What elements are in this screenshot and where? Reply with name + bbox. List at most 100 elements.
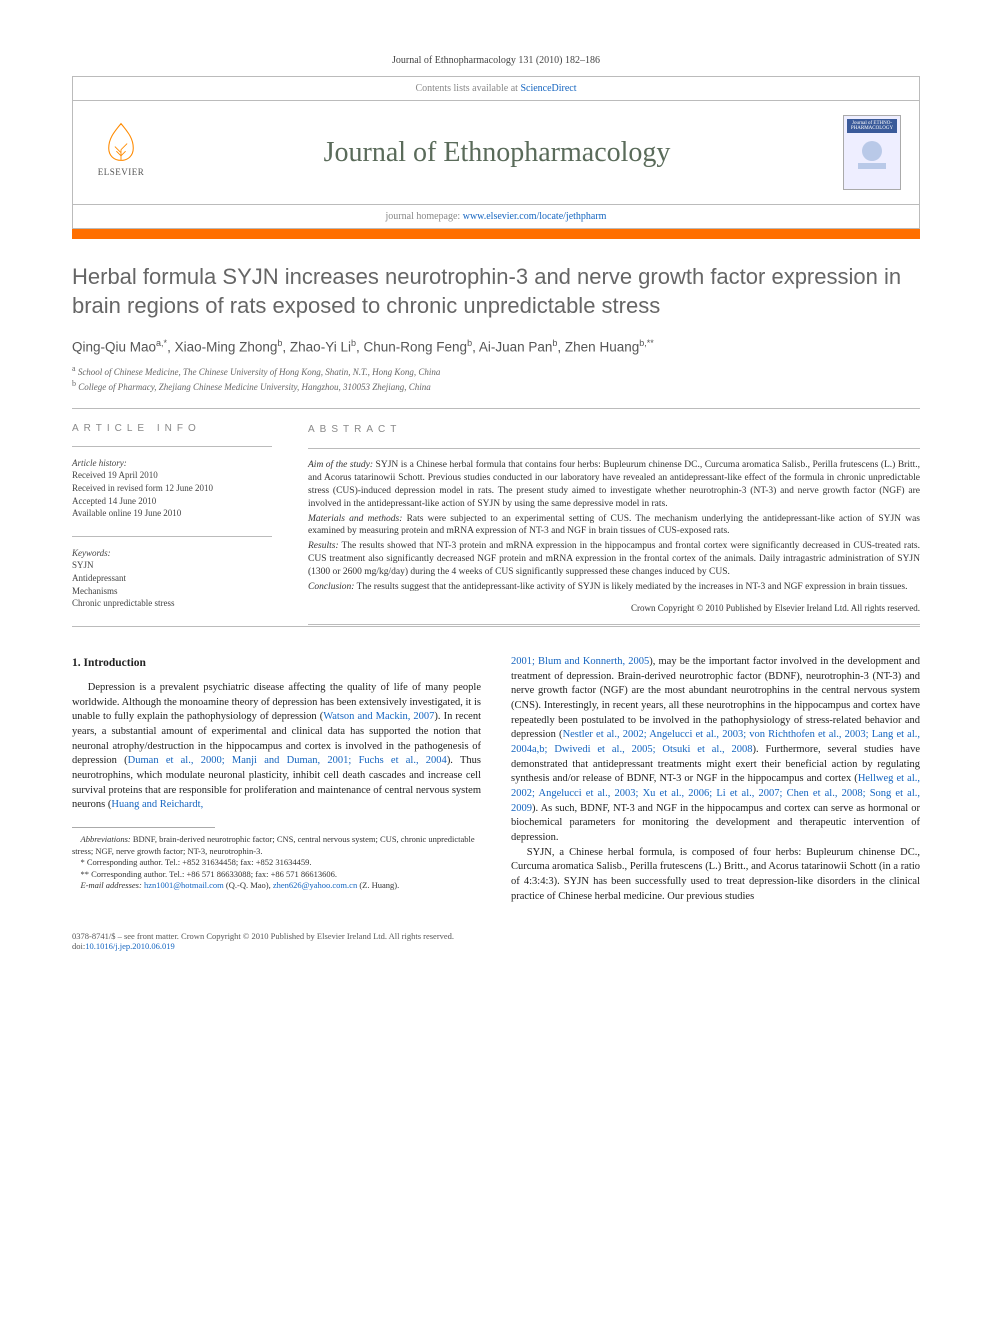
footnote-corresp2: ** Corresponding author. Tel.: +86 571 8… [72,869,481,880]
body-paragraph: SYJN, a Chinese herbal formula, is compo… [511,846,920,905]
abstract-column: ABSTRACT Aim of the study: SYJN is a Chi… [308,423,920,626]
footer-issn: 0378-8741/$ – see front matter. Crown Co… [72,931,920,941]
email-who: (Q.-Q. Mao), [224,880,273,890]
abstract-copyright: Crown Copyright © 2010 Published by Else… [308,602,920,614]
history-item: Received 19 April 2010 [72,469,272,482]
authors-line: Qing-Qiu Maoa,*, Xiao-Ming Zhongb, Zhao-… [72,338,920,355]
author-aff: a,* [156,338,167,348]
homepage-prefix: journal homepage: [386,211,463,222]
footnote-corresp1: * Corresponding author. Tel.: +852 31634… [72,857,481,868]
abstract-aim: Aim of the study: SYJN is a Chinese herb… [308,459,920,510]
divider [308,448,920,449]
divider [72,408,920,409]
footer-doi: doi:10.1016/j.jep.2010.06.019 [72,941,920,951]
author: Qing-Qiu Mao [72,340,156,355]
divider [72,626,920,627]
abs-aim-label: Aim of the study: [308,460,373,470]
keyword: Mechanisms [72,585,272,598]
divider [72,536,272,537]
keyword: SYJN [72,559,272,572]
abs-res-label: Results: [308,541,339,551]
citation-link[interactable]: 2001; Blum and Konnerth, 2005 [511,656,649,667]
doi-link[interactable]: 10.1016/j.jep.2010.06.019 [85,941,174,951]
body-paragraph: Depression is a prevalent psychiatric di… [72,681,481,813]
contents-prefix: Contents lists available at [415,83,520,94]
journal-header-box: Contents lists available at ScienceDirec… [72,76,920,229]
abstract-results: Results: The results showed that NT-3 pr… [308,540,920,578]
author: Zhen Huang [565,340,639,355]
journal-homepage-link[interactable]: www.elsevier.com/locate/jethpharm [463,211,607,222]
email-label: E-mail addresses: [81,880,142,890]
journal-cover-thumbnail: Journal of ETHNO-PHARMACOLOGY [843,115,901,190]
affiliations: a School of Chinese Medicine, The Chines… [72,363,920,394]
abbr-label: Abbreviations: [81,834,131,844]
footnote-divider [72,827,215,828]
history-heading: Article history: [72,457,272,470]
divider [72,446,272,447]
email-who: (Z. Huang). [357,880,399,890]
author-aff: b [351,338,356,348]
page-footer: 0378-8741/$ – see front matter. Crown Co… [72,931,920,951]
citation-link[interactable]: Duman et al., 2000; Manji and Duman, 200… [128,755,447,766]
body-column-right: 2001; Blum and Konnerth, 2005), may be t… [511,655,920,905]
cover-graphic-icon [852,133,892,173]
author: Xiao-Ming Zhong [175,340,278,355]
journal-title: Journal of Ethnopharmacology [151,137,843,169]
abstract-conclusion: Conclusion: The results suggest that the… [308,581,920,594]
author: Ai-Juan Pan [479,340,553,355]
author: Chun-Rong Feng [363,340,467,355]
elsevier-tree-icon [98,119,144,165]
aff-text: College of Pharmacy, Zhejiang Chinese Me… [78,382,430,392]
abs-aim-text: SYJN is a Chinese herbal formula that co… [308,460,920,508]
history-item: Received in revised form 12 June 2010 [72,482,272,495]
thumb-title: Journal of ETHNO-PHARMACOLOGY [847,119,897,133]
footnotes: Abbreviations: BDNF, brain-derived neuro… [72,834,481,891]
history-item: Accepted 14 June 2010 [72,495,272,508]
affiliation: a School of Chinese Medicine, The Chines… [72,363,920,379]
author-aff: b,** [639,338,654,348]
citation-link[interactable]: Watson and Mackin, 2007 [323,711,434,722]
keyword: Antidepressant [72,572,272,585]
aff-sup: a [72,364,76,373]
keywords-heading: Keywords: [72,547,272,560]
elsevier-text: ELSEVIER [98,167,145,177]
footnote-emails: E-mail addresses: hzn1001@hotmail.com (Q… [72,880,481,891]
abs-mm-label: Materials and methods: [308,514,402,524]
body-text: ). As such, BDNF, NT-3 and NGF in the hi… [511,803,920,843]
author-aff: b [467,338,472,348]
keyword: Chronic unpredictable stress [72,597,272,610]
abs-conc-label: Conclusion: [308,582,354,592]
citation-link[interactable]: Huang and Reichardt, [111,799,203,810]
page-header-citation: Journal of Ethnopharmacology 131 (2010) … [72,55,920,66]
abs-conc-text: The results suggest that the antidepress… [354,582,907,592]
elsevier-logo: ELSEVIER [91,119,151,187]
sciencedirect-link[interactable]: ScienceDirect [520,83,576,94]
affiliation: b College of Pharmacy, Zhejiang Chinese … [72,378,920,394]
article-title: Herbal formula SYJN increases neurotroph… [72,263,920,320]
email-link[interactable]: zhen626@yahoo.com.cn [273,880,357,890]
article-info-heading: ARTICLE INFO [72,423,272,434]
aff-sup: b [72,379,76,388]
header-contents-line: Contents lists available at ScienceDirec… [73,77,919,101]
section-heading-intro: 1. Introduction [72,655,481,671]
body-paragraph: 2001; Blum and Konnerth, 2005), may be t… [511,655,920,846]
author: Zhao-Yi Li [290,340,351,355]
body-two-columns: 1. Introduction Depression is a prevalen… [72,655,920,905]
abbr-text: BDNF, brain-derived neurotrophic factor;… [72,834,475,855]
footnote-abbr: Abbreviations: BDNF, brain-derived neuro… [72,834,481,857]
header-homepage-line: journal homepage: www.elsevier.com/locat… [73,204,919,228]
doi-label: doi: [72,941,85,951]
abs-res-text: The results showed that NT-3 protein and… [308,541,920,577]
orange-divider-bar [72,229,920,239]
email-link[interactable]: hzn1001@hotmail.com [144,880,224,890]
article-history: Article history: Received 19 April 2010 … [72,457,272,520]
history-item: Available online 19 June 2010 [72,507,272,520]
article-info-column: ARTICLE INFO Article history: Received 1… [72,423,272,626]
body-column-left: 1. Introduction Depression is a prevalen… [72,655,481,905]
abstract-heading: ABSTRACT [308,423,920,437]
abstract-mm: Materials and methods: Rats were subject… [308,513,920,539]
keywords-block: Keywords: SYJN Antidepressant Mechanisms… [72,547,272,610]
author-aff: b [552,338,557,348]
author-aff: b [277,338,282,348]
body-text: ), may be the important factor involved … [511,656,920,740]
